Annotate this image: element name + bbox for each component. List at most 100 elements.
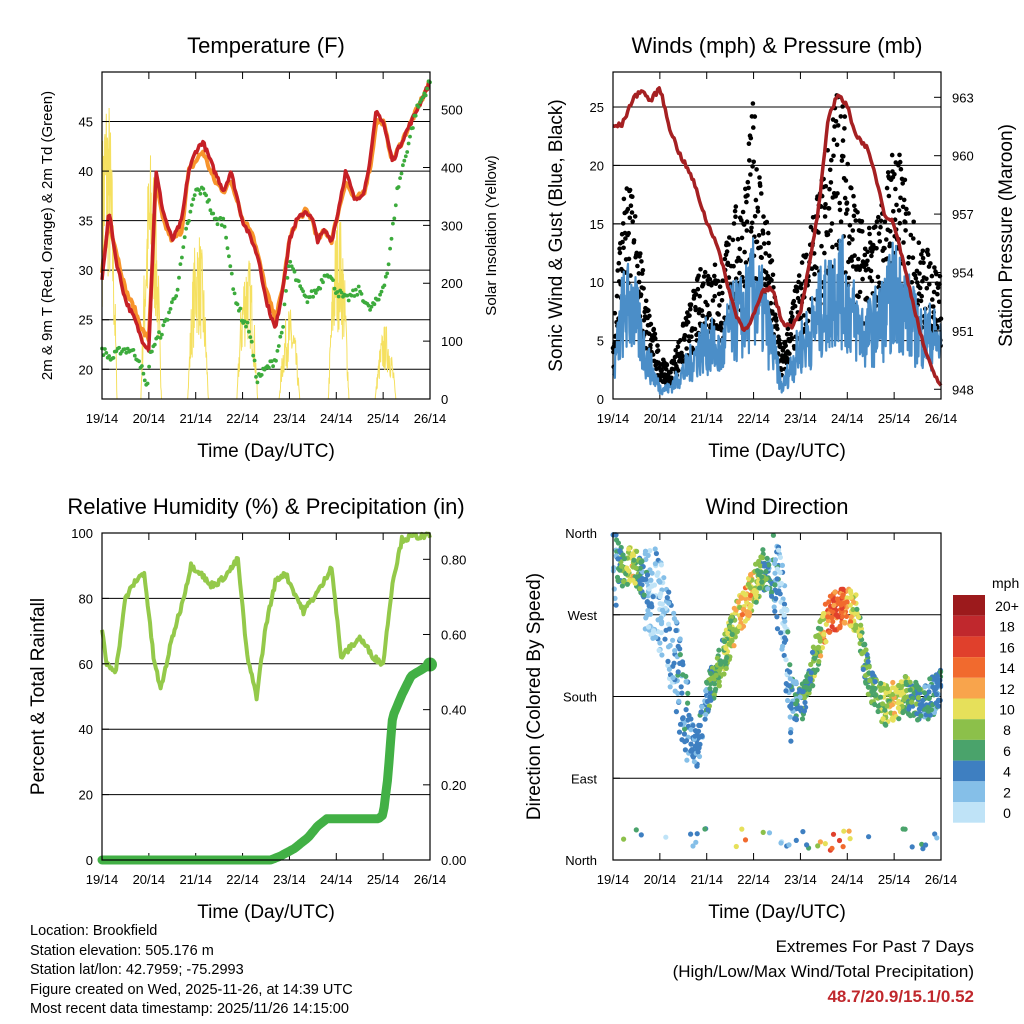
gust-point	[878, 224, 883, 230]
x-tick-label: 25/14	[878, 411, 911, 426]
dewpoint-point	[122, 347, 127, 351]
gust-point	[887, 241, 893, 246]
gust-point	[790, 314, 795, 319]
dewpoint-point	[388, 246, 392, 251]
x-tick-label: 20/14	[644, 872, 677, 887]
dewpoint-point	[152, 342, 157, 347]
gust-point	[720, 290, 725, 296]
direction-point	[677, 721, 684, 727]
dewpoint-point	[352, 294, 357, 298]
y-tick-label: East	[571, 771, 597, 786]
plot-border	[101, 71, 431, 400]
chart-title: Winds (mph) & Pressure (mb)	[632, 33, 923, 58]
dewpoint-point	[155, 335, 160, 340]
dewpoint-point	[336, 294, 341, 299]
direction-point	[763, 568, 769, 575]
gust-point	[626, 256, 632, 262]
direction-point	[923, 842, 929, 848]
dewpoint-point	[117, 345, 121, 350]
gust-point	[840, 104, 845, 109]
gust-point	[920, 255, 926, 261]
gust-point	[720, 278, 726, 284]
y2-tick-label: 0.60	[441, 627, 466, 642]
direction-point	[844, 595, 850, 601]
gust-point	[835, 123, 841, 128]
direction-point	[840, 586, 846, 593]
direction-point	[630, 551, 636, 557]
gust-point	[936, 299, 942, 305]
dewpoint-point	[227, 254, 231, 259]
direction-point	[783, 688, 789, 694]
dewpoint-point	[221, 216, 226, 221]
y-tick-label: 15	[590, 217, 604, 232]
direction-point	[705, 707, 711, 713]
gust-point	[748, 135, 754, 141]
gust-point	[898, 166, 904, 172]
gust-point	[760, 231, 766, 236]
gust-point	[635, 263, 640, 269]
y-tick-label: North	[565, 526, 597, 541]
dewpoint-point	[248, 335, 253, 339]
x-tick-label: 26/14	[925, 411, 958, 426]
dewpoint-point	[175, 287, 180, 292]
gust-point	[795, 295, 801, 301]
x-tick-label: 23/14	[784, 872, 817, 887]
gust-point	[893, 186, 898, 192]
gust-point	[627, 187, 633, 193]
temp-2m-line	[100, 80, 431, 353]
gust-point	[754, 239, 760, 245]
direction-point	[682, 747, 689, 753]
direction-point	[663, 627, 669, 633]
direction-point	[677, 652, 683, 658]
direction-point	[927, 676, 933, 682]
gust-point	[759, 191, 764, 196]
direction-point	[829, 845, 835, 851]
direction-point	[637, 586, 643, 592]
dewpoint-point	[411, 126, 415, 130]
gust-point	[638, 251, 643, 256]
direction-point	[619, 583, 626, 589]
gust-point	[612, 310, 618, 316]
direction-point	[657, 640, 663, 646]
direction-point	[841, 828, 847, 834]
direction-point	[740, 606, 747, 613]
gust-point	[731, 221, 737, 226]
dewpoint-point	[393, 203, 398, 208]
direction-point	[630, 577, 636, 583]
direction-point	[721, 638, 728, 645]
direction-point	[742, 837, 749, 843]
dewpoint-point	[282, 302, 287, 307]
gust-point	[758, 245, 763, 250]
gust-point	[838, 114, 844, 119]
direction-point	[934, 673, 941, 680]
direction-point	[734, 628, 741, 635]
gust-point	[816, 230, 821, 235]
dewpoint-point	[285, 276, 290, 280]
gust-point	[717, 284, 723, 290]
direction-point	[816, 658, 822, 665]
y-tick-label: 10	[590, 275, 604, 290]
direction-point	[747, 610, 753, 616]
direction-point	[902, 674, 909, 680]
direction-point	[847, 602, 853, 608]
gust-point	[724, 249, 730, 254]
direction-point	[920, 698, 926, 704]
direction-point	[774, 576, 780, 582]
x-tick-label: 26/14	[414, 411, 447, 426]
direction-point	[878, 680, 884, 686]
direction-point	[823, 639, 829, 645]
direction-point	[903, 681, 909, 687]
gust-point	[697, 293, 702, 299]
direction-point	[704, 679, 710, 685]
direction-point	[915, 717, 921, 723]
y-tick-label: South	[563, 690, 597, 705]
gust-point	[822, 250, 827, 256]
direction-point	[672, 688, 678, 694]
gust-point	[615, 268, 620, 273]
gust-point	[931, 304, 936, 309]
dewpoint-point	[208, 208, 213, 213]
gust-point	[812, 271, 817, 277]
direction-point	[858, 622, 864, 628]
direction-point	[673, 619, 679, 625]
direction-point	[666, 666, 673, 672]
